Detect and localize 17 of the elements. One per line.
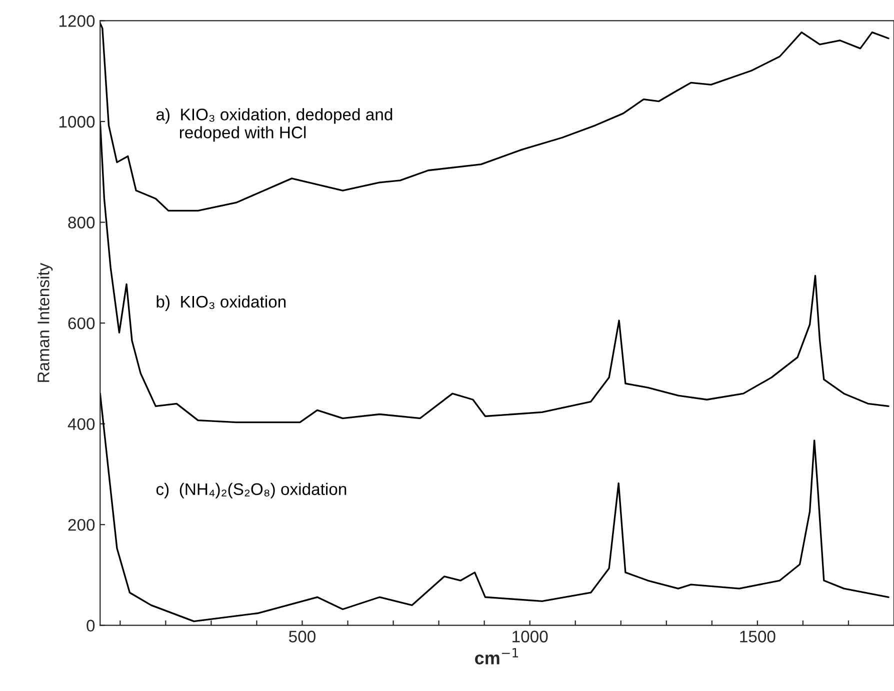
y-tick-label: 600 (68, 317, 95, 330)
x-axis-title: cm$^{−1}$ (475, 648, 518, 664)
text: c) (NH₄)₂(S₂O₈) oxidation (156, 482, 346, 498)
y-tick-label: 1200 (59, 15, 95, 27)
y-tick-label: 800 (68, 216, 95, 228)
x-tick-label: 500 (289, 630, 316, 642)
line-series (100, 392, 890, 622)
line-series (100, 22, 890, 212)
y-tick-label: 200 (68, 518, 95, 531)
y-axis-title: Raman Intensity (37, 262, 53, 382)
x-tick-label: 1000 (512, 630, 548, 642)
y-tick-label: 400 (68, 418, 95, 430)
series-label: b) KIO₃ oxidation (156, 295, 286, 311)
x-tick-label: 1500 (740, 630, 776, 642)
series-label: a) KIO₃ oxidation, dedoped and redoped with HCl (156, 108, 392, 142)
y-tick-label: 0 (86, 620, 95, 632)
y-tick-label: 1000 (59, 116, 95, 128)
